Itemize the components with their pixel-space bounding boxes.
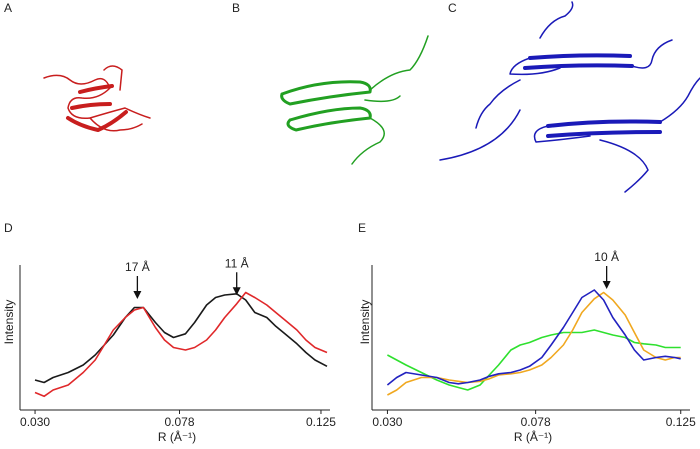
data-line (34, 291, 328, 398)
panel-label: A (4, 1, 12, 15)
y-axis-label: Intensity (358, 300, 372, 345)
x-tick-label: 0.125 (306, 415, 336, 429)
panel-label: E (358, 221, 366, 235)
structure-b (280, 35, 429, 165)
arrow-head (133, 291, 142, 299)
x-tick-label: 0.078 (164, 415, 194, 429)
annotation: 11 Å (225, 255, 249, 270)
arrow-head (232, 287, 241, 296)
annotation: 17 Å (125, 259, 150, 274)
structure-a (43, 65, 151, 132)
x-tick-label: 0.078 (521, 415, 551, 429)
x-axis-label: R (Å⁻¹) (158, 429, 196, 444)
panel-label: C (448, 1, 457, 15)
x-tick-label: 0.030 (372, 415, 402, 429)
x-tick-label: 0.125 (666, 415, 696, 429)
x-tick-label: 0.030 (20, 415, 50, 429)
panel-label: D (4, 221, 13, 235)
data-line (387, 291, 681, 396)
annotation: 10 Å (594, 249, 619, 264)
panel-label: B (232, 1, 240, 15)
charts: D Intensity R (Å⁻¹) 0.030 0.078 0.125 17 Å 11 Å… (2, 221, 696, 444)
x-axis-label: R (Å⁻¹) (514, 429, 552, 444)
structure-c (439, 1, 700, 193)
arrow-head (602, 281, 611, 289)
data-line (387, 329, 681, 391)
y-axis-label: Intensity (2, 300, 16, 345)
data-line (386, 289, 681, 386)
data-line (34, 293, 328, 384)
